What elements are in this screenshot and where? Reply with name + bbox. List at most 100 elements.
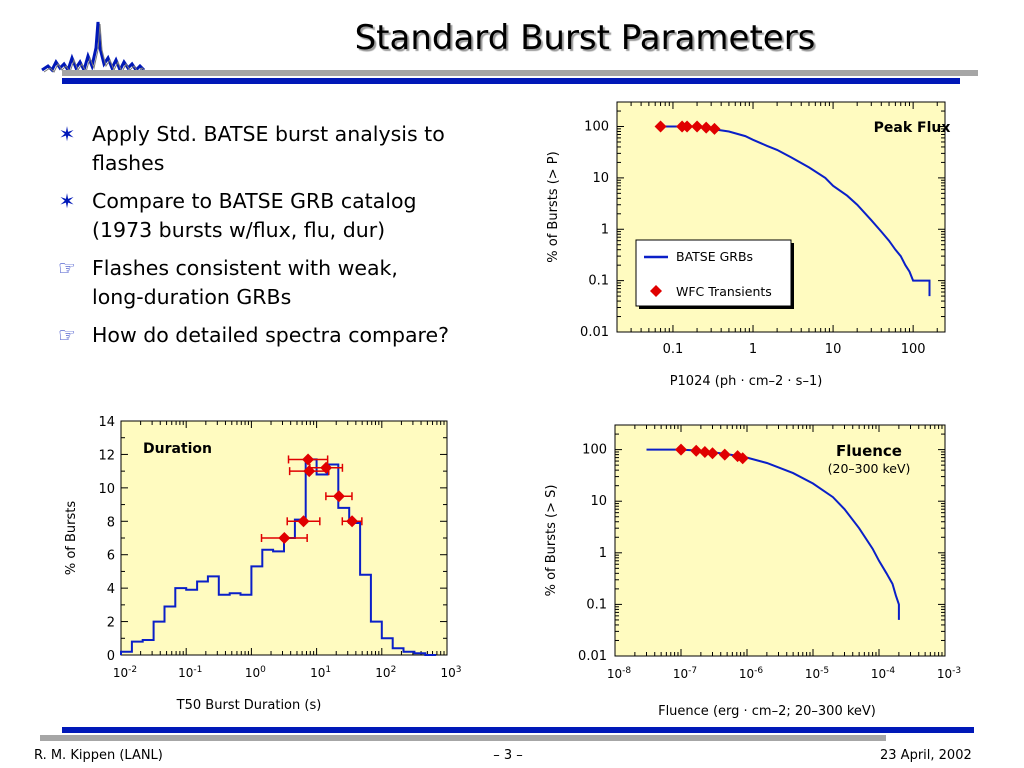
pointing-hand-icon: ☞ [58,256,76,280]
header-rule-blue [62,78,960,84]
plot-area [616,101,946,333]
chart-title: Fluence [836,442,902,460]
footer-author: R. M. Kippen (LANL) [34,748,163,763]
chart-title: Duration [143,441,212,457]
bullet-text-line: long-duration GRBs [92,285,292,309]
data-point-marker [346,515,359,528]
legend-box [635,239,792,307]
data-point-marker [332,490,345,503]
series-line-batse [646,448,900,620]
data-point-marker [654,120,667,133]
data-point-marker [297,515,310,528]
y-tick-label: 0.1 [588,274,609,289]
bullet-item: ☞ How do detailed spectra compare? [52,321,502,350]
x-tick-label: 100 [901,342,926,357]
data-point-marker [690,444,703,457]
data-point-marker [731,450,744,463]
plot-area [614,424,946,657]
x-tick-label: 10-1 [178,665,202,680]
x-tick-label: 10-4 [871,666,896,681]
x-axis-label: P1024 (ph · cm–2 · s–1) [670,374,823,389]
y-axis-label: % of Bursts (> P) [546,151,561,262]
y-tick-label: 4 [107,582,115,597]
star-bullet-icon: ✶ [58,122,76,146]
data-point-marker [681,120,694,133]
pointing-hand-icon: ☞ [58,323,76,347]
data-point-marker [698,445,711,458]
y-tick-label: 1 [601,222,609,237]
lanl-logo-icon [41,21,147,75]
y-tick-label: 100 [582,443,607,458]
data-point-marker [278,532,291,544]
data-point-marker [320,461,333,474]
bullet-text-line: (1973 bursts w/flux, flu, dur) [92,218,386,242]
legend-label: WFC Transients [676,284,772,299]
bullet-text-line: Compare to BATSE GRB catalog [92,189,417,213]
y-axis-label: % of Bursts (> S) [544,485,559,597]
x-tick-label: 10-5 [805,666,829,681]
y-tick-label: 10 [590,494,607,509]
x-axis-label: Fluence (erg · cm–2; 20–300 keV) [658,704,876,719]
x-tick-label: 1 [749,342,757,357]
y-tick-label: 12 [98,448,115,463]
data-point-marker [700,121,713,134]
legend-shadow [639,243,794,309]
y-tick-label: 14 [98,415,115,430]
data-point-marker [736,452,749,465]
data-point-marker [706,447,719,460]
footer-rule-blue [62,727,974,733]
data-point-marker [675,443,687,456]
y-tick-label: 2 [107,616,115,631]
footer-date: 23 April, 2002 [880,748,972,763]
y-tick-label: 10 [98,482,115,497]
data-point-marker [303,465,316,478]
data-point-marker [676,120,689,133]
bullet-text-line: Flashes consistent with weak, [92,256,398,280]
x-tick-label: 10-2 [113,665,137,680]
x-tick-label: 10-3 [937,666,961,681]
data-point-marker [718,448,731,461]
star-bullet-icon: ✶ [58,189,76,213]
y-tick-label: 0.01 [580,325,609,340]
header-rule-gray [62,70,978,76]
series-line-batse [660,125,931,297]
footer-rule-gray [40,735,886,741]
bullet-text-line: How do detailed spectra compare? [92,323,450,347]
x-tick-label: 100 [245,665,266,680]
bullet-item: ✶ Apply Std. BATSE burst analysis to flash… [52,120,502,178]
bullet-text-line: flashes [92,151,165,175]
data-point-marker [708,122,721,135]
footer-page-number: – 3 – [493,748,523,763]
y-tick-label: 0.01 [578,649,607,664]
plot-area [120,420,448,656]
series-histogram-batse [120,458,437,656]
y-tick-label: 10 [592,171,609,186]
y-tick-label: 6 [107,549,115,564]
x-tick-label: 103 [440,665,461,680]
x-tick-label: 0.1 [663,342,684,357]
data-point-marker [302,453,315,466]
x-tick-label: 102 [375,665,396,680]
y-axis-label: % of Bursts [64,501,79,576]
chart-title: Peak Flux [874,120,951,136]
data-point-marker [691,120,704,133]
x-tick-label: 10 [825,342,842,357]
y-tick-label: 1 [599,546,607,561]
y-tick-label: 0.1 [586,597,607,612]
y-tick-label: 0 [107,649,115,664]
bullet-list: ✶ Apply Std. BATSE burst analysis to flash… [52,120,502,359]
slide-title: Standard Burst Parameters [354,18,816,58]
x-tick-label: 10-6 [739,666,764,681]
bullet-text-line: Apply Std. BATSE burst analysis to [92,122,445,146]
legend-label: BATSE GRBs [676,249,753,264]
chart-subtitle: (20–300 keV) [828,461,911,476]
x-tick-label: 101 [310,665,331,680]
x-tick-label: 10-8 [607,666,632,681]
y-tick-label: 100 [584,120,609,135]
bullet-item: ☞ Flashes consistent with weak, long-durat… [52,254,502,312]
bullet-item: ✶ Compare to BATSE GRB catalog (1973 burst… [52,187,502,245]
y-tick-label: 8 [107,515,115,530]
data-point-marker [650,285,662,297]
